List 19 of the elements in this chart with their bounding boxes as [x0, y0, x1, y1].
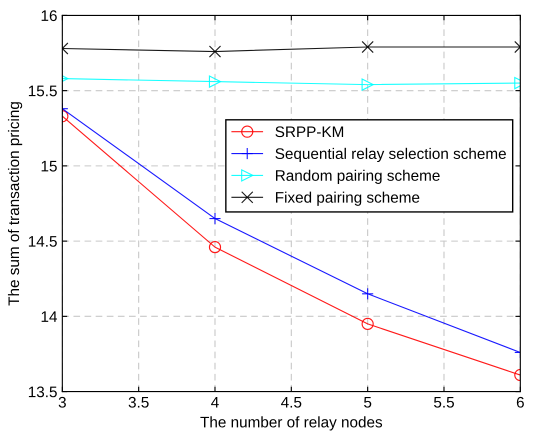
x-tick-label: 3.5	[128, 396, 149, 408]
legend-label: Sequential relay selection scheme	[275, 148, 506, 162]
y-tick-label: 15.5	[28, 86, 57, 96]
x-tick-label: 3	[58, 396, 66, 408]
x-axis-title: The number of relay nodes	[200, 416, 382, 430]
y-tick-label: 14	[42, 311, 58, 322]
legend-label: SRPP-KM	[275, 126, 344, 138]
x-tick-label: 5.5	[434, 397, 454, 408]
y-tick-label: 14.5	[28, 236, 57, 247]
y-tick-label: 13.5	[28, 386, 57, 398]
x-tick-label: 4	[211, 397, 219, 408]
y-tick-label: 15	[42, 160, 57, 172]
legend-label: Random pairing scheme	[276, 170, 440, 184]
x-tick-label: 4.5	[281, 397, 302, 408]
legend-label: Fixed pairing scheme	[276, 192, 420, 206]
x-tick-label: 5	[364, 397, 372, 408]
x-tick-label: 6	[516, 396, 524, 408]
y-axis-title: The sum of transaction pricing	[8, 102, 22, 306]
y-tick-label: 16	[42, 10, 57, 22]
